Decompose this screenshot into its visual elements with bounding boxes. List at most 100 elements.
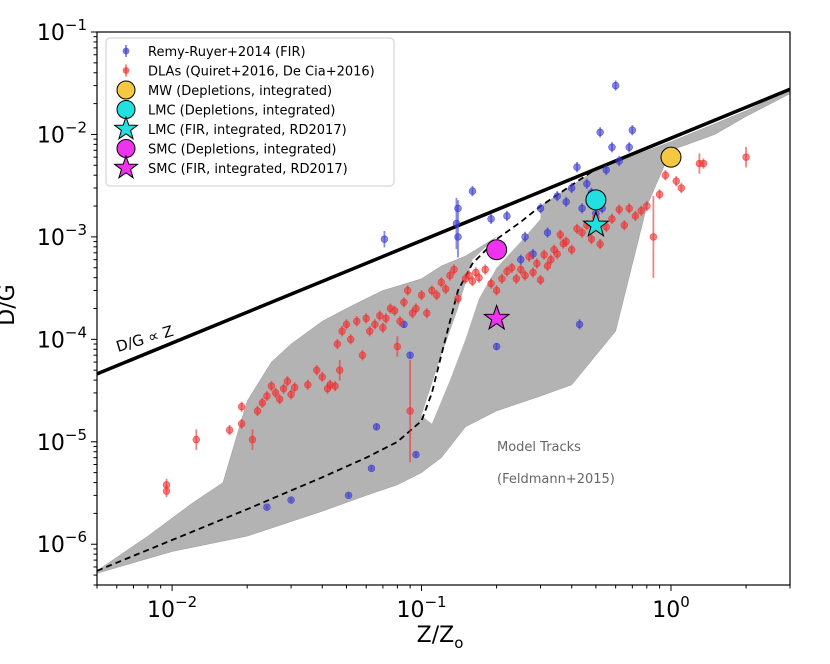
dla-point: [393, 342, 402, 351]
dla-point: [353, 317, 361, 325]
remy-ruyer-point: [521, 233, 529, 241]
dla-point: [543, 262, 552, 270]
smc-fir-marker: [482, 303, 511, 331]
dla-point: [346, 335, 355, 344]
dla-point: [417, 291, 426, 299]
dla-point: [336, 366, 344, 374]
dla-point: [192, 435, 200, 444]
x-tick-exp: 0: [680, 593, 690, 611]
dla-point: [258, 399, 267, 407]
dla-point: [481, 265, 489, 274]
dla-point: [472, 268, 480, 277]
dla-point: [313, 366, 321, 374]
legend-dot: [122, 47, 130, 55]
x-tick-base: 10: [147, 598, 175, 623]
y-tick-exp: −4: [65, 323, 87, 341]
dla-point: [338, 327, 346, 335]
legend-label: SMC (FIR, integrated, RD2017): [148, 162, 348, 177]
dla-point: [379, 323, 387, 332]
dla-point: [553, 250, 561, 258]
y-tick-label: 10−1: [37, 16, 87, 46]
remy-ruyer-point: [468, 187, 477, 195]
dla-point: [661, 171, 670, 179]
y-tick-label: 10−2: [37, 118, 87, 148]
dla-point: [362, 314, 370, 323]
remy-ruyer-point: [628, 126, 637, 134]
y-tick-base: 10: [37, 226, 65, 251]
legend: Remy-Ruyer+2014 (FIR) DLAs (Quiret+2016, …: [105, 37, 395, 187]
dla-point: [225, 426, 234, 434]
model-band-gap: [421, 196, 541, 424]
y-tick-label: 10−6: [37, 528, 87, 558]
dla-point: [672, 177, 680, 185]
y-tick-exp: −2: [65, 118, 87, 136]
dla-point: [403, 286, 412, 295]
dla-point: [655, 190, 664, 199]
x-tick-label: 100: [652, 593, 690, 623]
dla-point: [371, 320, 379, 329]
dla-point: [742, 153, 750, 161]
remy-ruyer-point: [454, 204, 462, 213]
dla-point: [271, 389, 280, 397]
dla-point: [556, 231, 565, 239]
y-tick-base: 10: [37, 328, 65, 353]
remy-ruyer-point: [573, 163, 581, 171]
dla-point: [287, 390, 295, 399]
dla-point: [596, 240, 604, 248]
proportional-line: [97, 87, 790, 376]
remy-ruyer-point: [578, 204, 586, 213]
dla-point: [253, 407, 262, 415]
dla-point: [568, 245, 576, 254]
remy-ruyer-point: [287, 496, 295, 504]
x-axis-label: Z/Zo: [417, 623, 464, 652]
x-tick-exp: −2: [175, 593, 197, 611]
dla-point: [454, 294, 462, 303]
dla-point: [279, 384, 288, 393]
dla-point: [573, 225, 581, 233]
model-tracks-citation: (Feldmann+2015): [497, 472, 615, 487]
remy-ruyer-point: [380, 235, 389, 243]
legend-label: DLAs (Quiret+2016, De Cia+2016): [148, 65, 375, 80]
dla-point: [442, 285, 450, 293]
x-axis-label-base: Z/Z: [417, 623, 455, 648]
x-axis-label-sub: o: [454, 634, 463, 652]
y-tick-exp: −6: [65, 528, 87, 546]
y-tick-base: 10: [37, 21, 65, 46]
dla-point: [677, 184, 686, 192]
remy-ruyer-point: [454, 233, 462, 241]
remy-ruyer-point: [575, 320, 584, 329]
x-tick-label: 10−2: [147, 593, 197, 623]
dla-point: [428, 286, 436, 295]
legend-star-marker: [113, 115, 139, 140]
remy-ruyer-point: [406, 351, 414, 359]
x-tick-label: 10−1: [396, 593, 446, 623]
legend-entries: Remy-Ruyer+2014 (FIR) DLAs (Quiret+2016, …: [113, 45, 375, 179]
dla-point: [475, 273, 483, 282]
remy-ruyer-point: [517, 255, 525, 264]
dla-point: [248, 435, 257, 444]
dla-point: [503, 267, 511, 276]
dla-point: [406, 407, 414, 415]
dla-point: [331, 382, 339, 390]
dla-point: [643, 202, 651, 210]
dla-point: [342, 320, 351, 329]
dla-point: [492, 286, 501, 295]
dla-point: [578, 228, 586, 237]
remy-ruyer-point: [553, 192, 561, 200]
dla-point: [290, 383, 299, 392]
remy-ruyer-point: [562, 198, 570, 206]
dla-point: [525, 253, 533, 261]
legend-dot: [122, 67, 130, 74]
dla-point: [529, 268, 537, 277]
dla-point: [400, 298, 408, 306]
dla-point: [358, 351, 367, 359]
x-axis-ticks: 10−2 10−1 100: [96, 585, 791, 623]
dla-point: [547, 255, 555, 264]
dla-point: [517, 265, 525, 274]
remy-ruyer-point: [503, 212, 511, 220]
dla-point: [366, 327, 374, 335]
dla-point: [608, 215, 616, 223]
y-tick-base: 10: [37, 431, 65, 456]
remy-ruyer-point: [543, 228, 552, 237]
dla-point: [562, 237, 570, 246]
